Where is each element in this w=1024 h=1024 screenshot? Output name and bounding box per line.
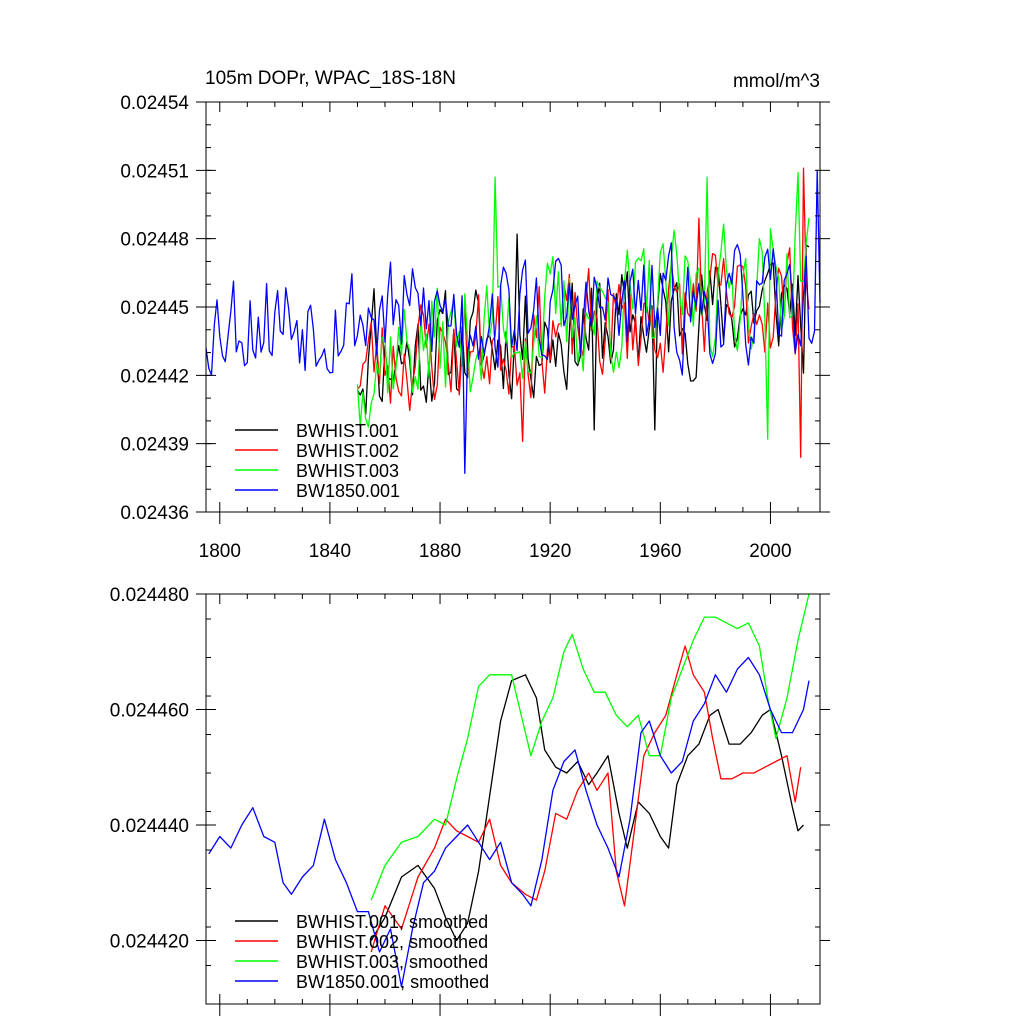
top-legend-label: BWHIST.002 (296, 441, 399, 461)
bottom-series-bw1850-001-smoothed (208, 656, 810, 988)
bottom-series-bwhist-001-smoothed (370, 674, 804, 942)
top-xtick-label: 2000 (749, 541, 791, 562)
bottom-ytick-label: 0.024480 (110, 585, 189, 606)
panel-bottom: 0.024420 0.024440 0.024460 0.024480 BWHIST.… (110, 585, 830, 1016)
top-legend-label: BW1850.001 (296, 481, 400, 501)
bottom-ytick-label: 0.024420 (110, 931, 189, 952)
top-ytick-label: 0.02448 (120, 230, 189, 251)
top-ytick-label: 0.02442 (120, 366, 189, 387)
bottom-series-bwhist-003-smoothed (370, 593, 810, 901)
bottom-ytick-label: 0.024460 (110, 700, 189, 721)
top-legend-label: BWHIST.001 (296, 421, 399, 441)
top-xtick-label: 1800 (199, 541, 241, 562)
top-ytick-label: 0.02436 (120, 503, 189, 524)
bottom-series-bwhist-002-smoothed (370, 645, 802, 953)
top-title: 105m DOPr, WPAC_18S-18N (205, 68, 456, 89)
bottom-legend-label: BWHIST.003, smoothed (296, 952, 488, 972)
top-series-bwhist-001 (356, 233, 810, 431)
bottom-plot-frame (205, 593, 821, 1005)
top-units: mmol/m^3 (733, 71, 820, 92)
top-ytick-label: 0.02451 (120, 161, 189, 182)
top-ytick-label: 0.02454 (120, 93, 189, 114)
top-ticks: 1800 1840 1880 1920 1960 2000 0.02436 0.02439 0.… (120, 93, 830, 562)
bottom-ytick-label: 0.024440 (110, 816, 189, 837)
top-series-bw1850-001 (205, 169, 821, 474)
bottom-legend-label: BW1850.001, smoothed (296, 972, 489, 992)
bottom-legend-label: BWHIST.001, smoothed (296, 912, 488, 932)
bottom-series-group (208, 593, 810, 988)
top-xtick-label: 1960 (639, 541, 681, 562)
top-series-bwhist-003 (356, 171, 810, 440)
top-legend-label: BWHIST.003 (296, 461, 399, 481)
top-xtick-label: 1920 (529, 541, 571, 562)
top-ytick-label: 0.02445 (120, 298, 189, 319)
top-xtick-label: 1880 (419, 541, 461, 562)
bottom-legend-label: BWHIST.002, smoothed (296, 932, 488, 952)
bottom-ticks: 0.024420 0.024440 0.024460 0.024480 (110, 585, 830, 1016)
top-series-group (205, 167, 821, 474)
panel-top: 105m DOPr, WPAC_18S-18N mmol/m^3 1800 184… (120, 68, 830, 562)
top-xtick-label: 1840 (309, 541, 351, 562)
top-ytick-label: 0.02439 (120, 435, 189, 456)
